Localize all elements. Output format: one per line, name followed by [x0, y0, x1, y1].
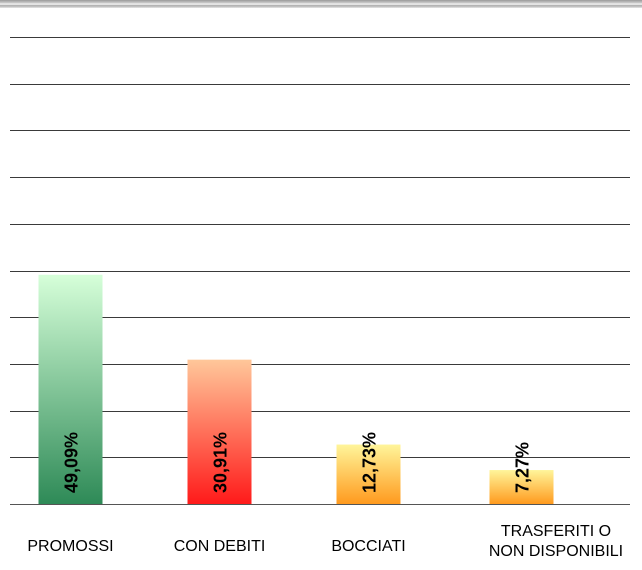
data-label-3: 12,73%	[360, 432, 380, 493]
category-label-line: CON DEBITI	[173, 538, 266, 555]
data-label-4: 7,27%	[513, 442, 533, 493]
top-border-rule	[0, 0, 642, 8]
bar-1	[38, 274, 103, 504]
category-label-line: NON DISPONIBILI	[488, 543, 624, 560]
data-label-2: 30,91%	[211, 432, 231, 493]
category-label-3: BOCCIATI	[331, 537, 405, 557]
category-label-line: BOCCIATI	[331, 538, 406, 555]
bar-2	[187, 359, 252, 504]
category-label-1: PROMOSSI	[27, 537, 113, 557]
category-label-4: TRASFERITI O NON DISPONIBILI	[489, 522, 623, 562]
category-label-line: PROMOSSI	[27, 538, 114, 555]
bar-3	[336, 444, 401, 504]
data-label-1: 49,09%	[62, 432, 82, 493]
category-label-line: TRASFERITI O	[500, 523, 612, 540]
category-label-2: CON DEBITI	[174, 537, 266, 557]
bar-4	[489, 470, 554, 504]
